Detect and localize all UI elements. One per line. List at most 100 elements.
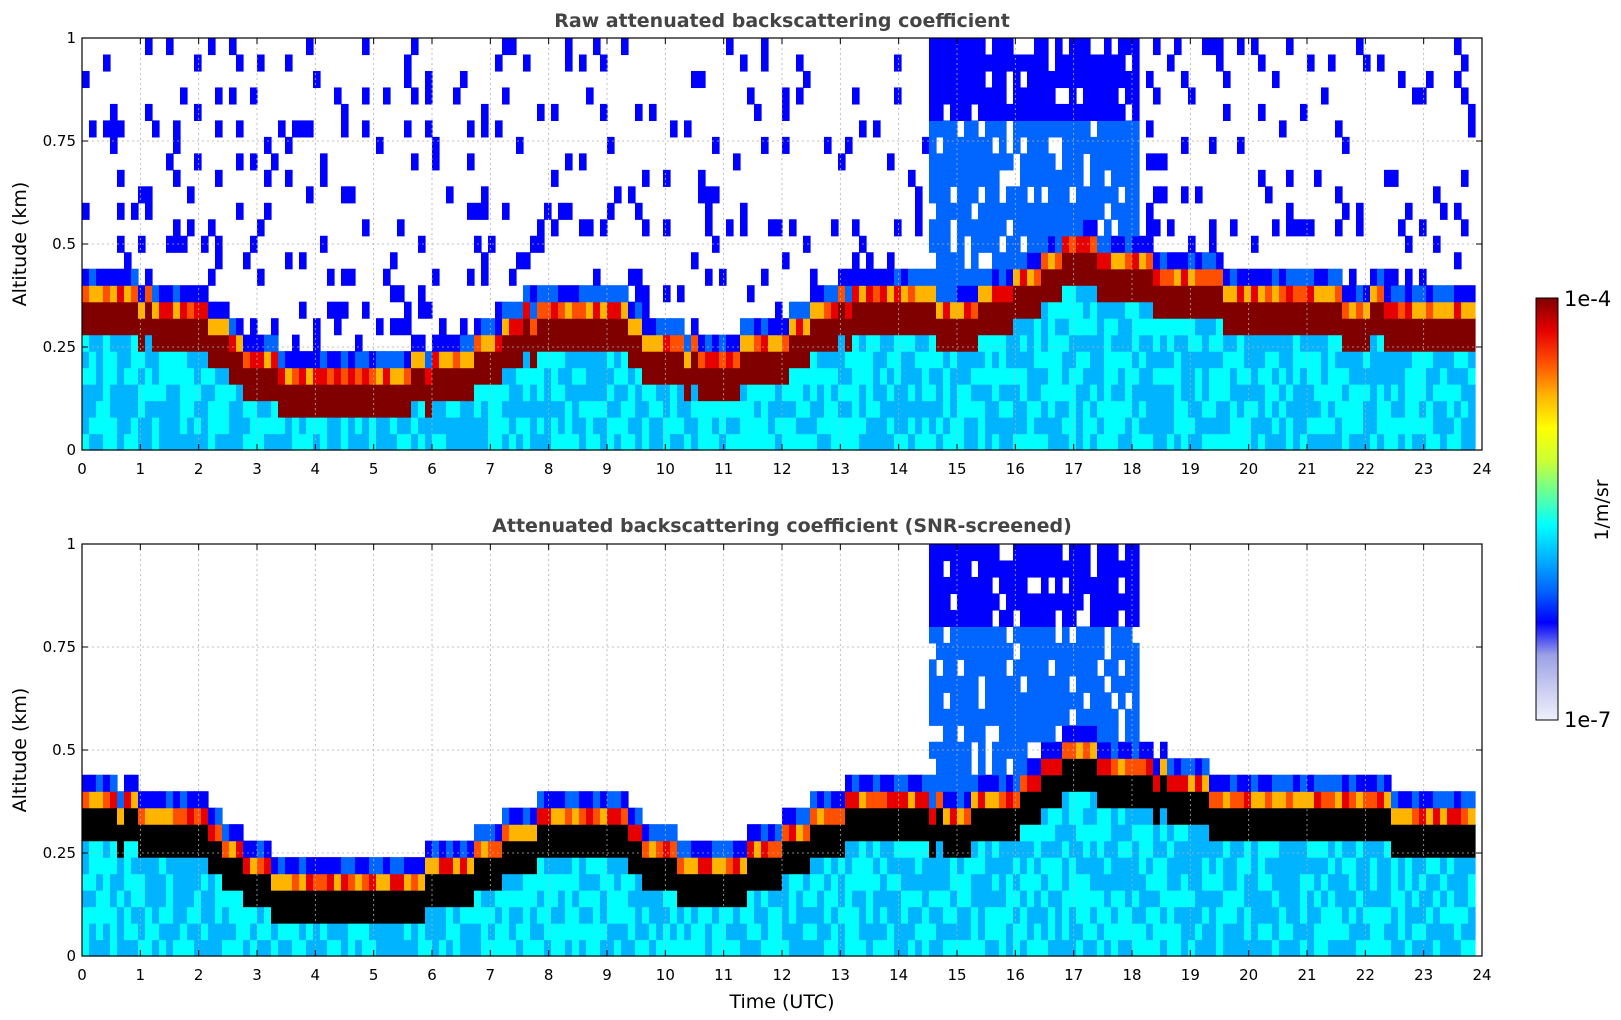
heat-cell	[964, 318, 972, 336]
heat-cell	[1034, 202, 1042, 220]
heat-cell	[432, 351, 440, 369]
heat-cell	[649, 318, 657, 336]
heat-cell	[1097, 857, 1105, 875]
heat-cell	[593, 840, 601, 858]
heat-cell	[845, 400, 853, 418]
heat-cell	[1083, 741, 1091, 759]
heat-cell	[1132, 38, 1140, 56]
heat-cell	[1132, 417, 1140, 435]
heat-cell	[173, 334, 181, 352]
heat-cell	[1188, 252, 1196, 270]
heat-cell	[600, 367, 608, 385]
heat-cell	[89, 268, 97, 286]
heat-cell	[411, 334, 419, 352]
heat-cell	[320, 890, 328, 908]
heat-cell	[1076, 791, 1084, 809]
heat-cell	[460, 417, 468, 435]
heat-cell	[957, 675, 965, 693]
heat-cell	[810, 384, 818, 402]
heat-cell	[712, 334, 720, 352]
heat-cell	[299, 400, 307, 418]
heat-cell	[257, 268, 265, 286]
heat-cell	[1279, 417, 1287, 435]
heat-cell	[1083, 417, 1091, 435]
heat-cell	[467, 400, 475, 418]
heat-cell	[936, 791, 944, 809]
heat-cell	[1132, 642, 1140, 660]
heat-cell	[1048, 758, 1056, 776]
heat-cell	[1419, 87, 1427, 105]
heat-cell	[1006, 351, 1014, 369]
heat-cell	[215, 939, 223, 957]
heat-cell	[796, 367, 804, 385]
heat-cell	[1237, 923, 1245, 941]
heat-cell	[138, 351, 146, 369]
heat-cell	[1174, 38, 1182, 56]
heat-cell	[1286, 285, 1294, 303]
heat-cell	[1440, 939, 1448, 957]
heat-cell	[327, 857, 335, 875]
heat-cell	[614, 906, 622, 924]
heat-cell	[1104, 791, 1112, 809]
heat-cell	[173, 367, 181, 385]
heat-cell	[1349, 301, 1357, 319]
heat-cell	[1118, 906, 1126, 924]
heat-cell	[551, 791, 559, 809]
heat-cell	[523, 840, 531, 858]
heat-cell	[327, 400, 335, 418]
heat-cell	[649, 400, 657, 418]
heat-cell	[1041, 626, 1049, 644]
heat-cell	[985, 774, 993, 792]
heat-cell	[831, 939, 839, 957]
heat-cell	[600, 791, 608, 809]
heat-cell	[1013, 774, 1021, 792]
heat-cell	[761, 384, 769, 402]
heat-cell	[789, 384, 797, 402]
heat-cell	[656, 923, 664, 941]
heat-cell	[432, 334, 440, 352]
heat-cell	[1041, 268, 1049, 286]
heat-cell	[1111, 741, 1119, 759]
heat-cell	[684, 367, 692, 385]
heat-cell	[390, 351, 398, 369]
heat-cell	[950, 153, 958, 171]
heat-cell	[957, 285, 965, 303]
heat-cell	[929, 153, 937, 171]
heat-cell	[992, 334, 1000, 352]
heat-cell	[117, 857, 125, 875]
heat-cell	[873, 384, 881, 402]
heat-cell	[880, 807, 888, 825]
heat-cell	[96, 433, 104, 451]
heat-cell	[1104, 873, 1112, 891]
heat-cell	[635, 103, 643, 121]
heat-cell	[810, 906, 818, 924]
heat-cell	[194, 103, 202, 121]
heat-cell	[747, 857, 755, 875]
heat-cell	[1048, 202, 1056, 220]
heat-cell	[1069, 906, 1077, 924]
heat-cell	[1440, 384, 1448, 402]
heat-cell	[1216, 873, 1224, 891]
heat-cell	[1090, 153, 1098, 171]
heat-cell	[1146, 70, 1154, 89]
heat-cell	[1447, 791, 1455, 809]
heat-cell	[1335, 268, 1343, 286]
heat-cell	[523, 906, 531, 924]
heat-cell	[383, 351, 391, 369]
heat-cell	[964, 576, 972, 595]
heat-cell	[362, 120, 370, 138]
heat-cell	[1230, 334, 1238, 352]
heat-cell	[705, 840, 713, 858]
heat-cell	[152, 873, 160, 891]
heat-cell	[1041, 560, 1049, 578]
heat-cell	[495, 351, 503, 369]
heat-cell	[1041, 939, 1049, 957]
heat-cell	[733, 351, 741, 369]
heat-cell	[180, 857, 188, 875]
heat-cell	[1139, 351, 1147, 369]
heat-cell	[754, 384, 762, 402]
heat-cell	[1188, 417, 1196, 435]
heat-cell	[950, 400, 958, 418]
heat-cell	[705, 939, 713, 957]
heat-cell	[89, 873, 97, 891]
